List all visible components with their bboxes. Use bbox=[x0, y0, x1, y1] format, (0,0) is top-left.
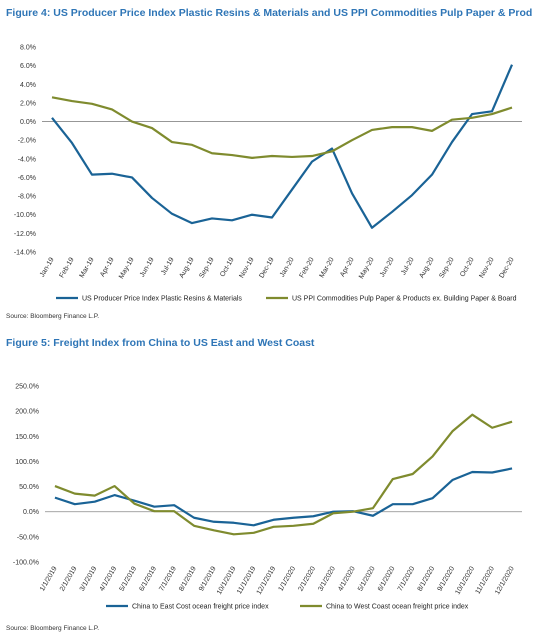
x-tick-label: 7/1/2020 bbox=[397, 565, 417, 592]
x-tick-label: Jul-20 bbox=[400, 256, 416, 276]
source-note: Source: Bloomberg Finance L.P. bbox=[6, 625, 99, 632]
y-tick-label: -10.0% bbox=[14, 212, 36, 219]
y-tick-label: -14.0% bbox=[14, 250, 36, 257]
x-tick-label: Sep-20 bbox=[438, 256, 455, 279]
y-tick-label: 100.0% bbox=[15, 459, 39, 466]
y-tick-label: 6.0% bbox=[20, 63, 36, 70]
y-tick-label: 150.0% bbox=[15, 434, 39, 441]
y-tick-label: -100.0% bbox=[13, 560, 39, 567]
y-tick-label: 2.0% bbox=[20, 100, 36, 107]
x-tick-label: Jun-20 bbox=[379, 256, 396, 278]
x-tick-label: 1/1/2020 bbox=[277, 565, 297, 592]
x-tick-label: Jul-19 bbox=[160, 256, 176, 276]
x-tick-label: Feb-19 bbox=[59, 256, 76, 279]
x-tick-label: 4/1/2019 bbox=[99, 565, 119, 592]
x-tick-label: 10/1/2020 bbox=[454, 565, 476, 596]
x-tick-label: 6/1/2020 bbox=[377, 565, 397, 592]
x-tick-label: Aug-20 bbox=[418, 256, 435, 279]
y-tick-label: 250.0% bbox=[15, 384, 39, 391]
y-tick-label: 0.0% bbox=[23, 509, 39, 516]
x-tick-label: Dec-20 bbox=[498, 256, 515, 279]
x-tick-label: May-20 bbox=[358, 256, 376, 280]
x-tick-label: 8/1/2019 bbox=[178, 565, 198, 592]
x-tick-label: 9/1/2019 bbox=[198, 565, 218, 592]
x-tick-label: Oct-19 bbox=[219, 256, 236, 278]
y-tick-label: 200.0% bbox=[15, 409, 39, 416]
y-tick-label: 50.0% bbox=[19, 484, 39, 491]
x-tick-label: Mar-20 bbox=[319, 256, 336, 279]
y-tick-label: 4.0% bbox=[20, 82, 36, 89]
y-tick-label: -8.0% bbox=[18, 194, 36, 201]
x-tick-label: 11/1/2019 bbox=[236, 565, 257, 595]
x-tick-label: Nov-19 bbox=[238, 256, 255, 279]
x-tick-label: 3/1/2020 bbox=[317, 565, 337, 592]
x-tick-label: Sep-19 bbox=[198, 256, 215, 279]
y-tick-label: -6.0% bbox=[18, 175, 36, 182]
x-tick-label: Oct-20 bbox=[459, 256, 476, 278]
x-tick-label: 2/1/2019 bbox=[59, 565, 79, 592]
legend-label: US Producer Price Index Plastic Resins &… bbox=[82, 296, 242, 303]
x-tick-label: Dec-19 bbox=[258, 256, 275, 279]
series-line bbox=[54, 413, 513, 536]
x-tick-label: Nov-20 bbox=[478, 256, 495, 279]
y-tick-label: 0.0% bbox=[20, 119, 36, 126]
x-tick-label: 7/1/2019 bbox=[158, 565, 178, 592]
x-tick-label: Feb-20 bbox=[299, 256, 316, 279]
x-tick-label: 2/1/2020 bbox=[297, 565, 317, 592]
x-tick-label: Jan-19 bbox=[39, 256, 56, 278]
legend-label: China to East Cost ocean freight price i… bbox=[132, 604, 269, 611]
x-tick-label: 1/1/2019 bbox=[39, 565, 59, 592]
x-tick-label: Mar-19 bbox=[79, 256, 96, 279]
legend-label: China to West Coast ocean freight price … bbox=[326, 604, 469, 611]
x-tick-label: 9/1/2020 bbox=[436, 565, 456, 592]
x-tick-label: Jun-19 bbox=[139, 256, 156, 278]
x-tick-label: Aug-19 bbox=[178, 256, 195, 279]
x-tick-label: 10/1/2019 bbox=[216, 565, 238, 596]
x-tick-label: 11/1/2020 bbox=[475, 565, 496, 595]
x-tick-label: 12/1/2020 bbox=[494, 565, 516, 596]
chart-title: Figure 5: Freight Index from China to US… bbox=[6, 337, 315, 349]
x-tick-label: 4/1/2020 bbox=[337, 565, 357, 592]
series-line bbox=[51, 64, 514, 229]
source-note: Source: Bloomberg Finance L.P. bbox=[6, 313, 99, 320]
legend-label: US PPI Commodities Pulp Paper & Products… bbox=[292, 296, 517, 303]
x-tick-label: 12/1/2019 bbox=[256, 565, 278, 596]
x-tick-label: 3/1/2019 bbox=[79, 565, 99, 592]
x-tick-label: 5/1/2020 bbox=[357, 565, 377, 592]
x-tick-label: Apr-19 bbox=[99, 256, 116, 278]
x-tick-label: Jan-20 bbox=[279, 256, 296, 278]
x-tick-label: May-19 bbox=[118, 256, 136, 280]
y-tick-label: 8.0% bbox=[20, 45, 36, 52]
x-tick-label: Apr-20 bbox=[339, 256, 356, 278]
x-tick-label: 5/1/2019 bbox=[118, 565, 138, 592]
y-tick-label: -2.0% bbox=[18, 138, 36, 145]
series-line bbox=[54, 467, 513, 527]
y-tick-label: -12.0% bbox=[14, 231, 36, 238]
y-tick-label: -50.0% bbox=[17, 534, 39, 541]
x-tick-label: 6/1/2019 bbox=[138, 565, 158, 592]
chart-title: Figure 4: US Producer Price Index Plasti… bbox=[6, 7, 533, 19]
y-tick-label: -4.0% bbox=[18, 156, 36, 163]
series-line bbox=[51, 96, 513, 159]
x-tick-label: 8/1/2020 bbox=[417, 565, 437, 592]
